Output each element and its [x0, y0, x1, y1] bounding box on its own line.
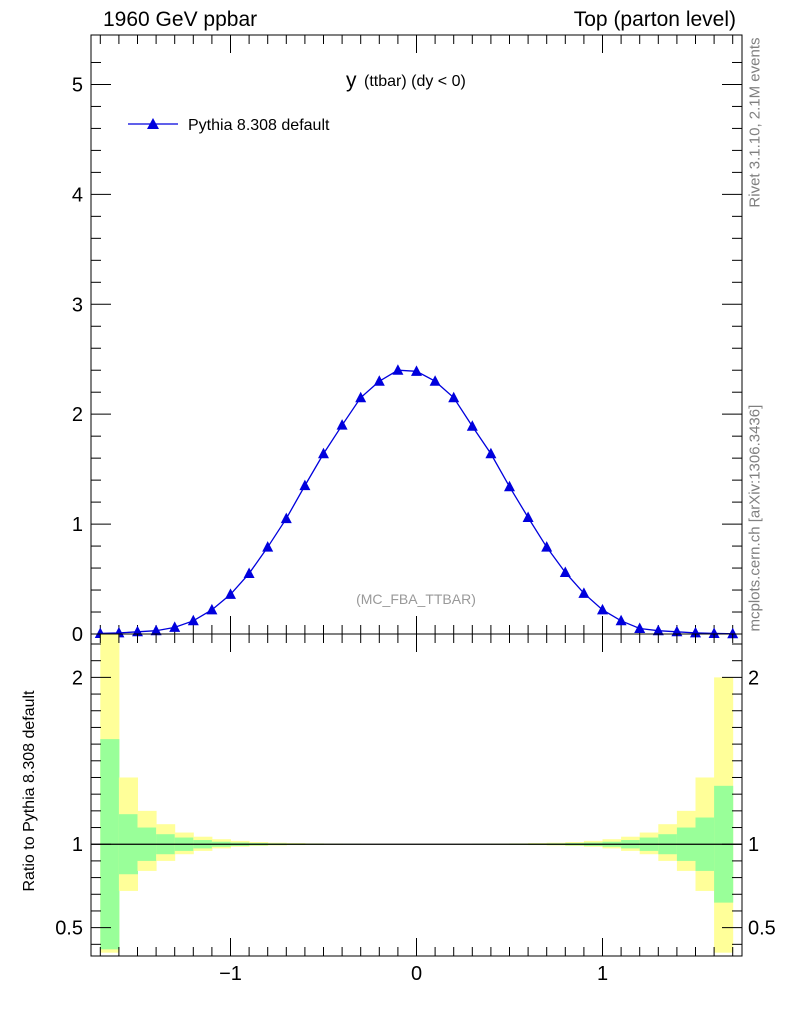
- legend-marker: [147, 118, 159, 129]
- data-point: [392, 364, 404, 375]
- main-y-tick-label: 3: [72, 294, 83, 316]
- data-point: [355, 391, 367, 403]
- ratio-axes-box: [90, 633, 743, 957]
- data-point: [429, 375, 441, 386]
- data-point: [690, 626, 701, 638]
- ratio-y-tick-label: 0.5: [55, 918, 83, 940]
- data-point: [541, 541, 553, 552]
- data-point: [299, 479, 311, 491]
- analysis-tag: (MC_FBA_TTBAR): [356, 591, 476, 607]
- data-point: [187, 614, 199, 626]
- data-point: [206, 603, 218, 615]
- legend-label: Pythia 8.308 default: [188, 117, 330, 134]
- data-point: [448, 391, 460, 403]
- data-point: [280, 512, 292, 524]
- data-point: [373, 375, 385, 386]
- data-point: [522, 511, 534, 522]
- header-left: 1960 GeV ppbar: [103, 8, 258, 31]
- ratio-y-tick-label-right: 1: [748, 834, 759, 856]
- data-point: [243, 567, 255, 579]
- ratio-x-tick-label: 1: [597, 963, 608, 985]
- ratio-y-tick-label-right: 0.5: [748, 918, 776, 940]
- ratio-y-tick-label: 2: [72, 667, 83, 689]
- ratio-x-tick-label: 0: [411, 963, 422, 985]
- data-point: [169, 621, 181, 632]
- data-point: [652, 624, 664, 636]
- main-y-tick-label: 2: [72, 404, 83, 426]
- data-point: [485, 447, 497, 459]
- data-point: [597, 603, 608, 615]
- data-point: [225, 588, 236, 599]
- data-point: [262, 541, 274, 552]
- ratio-plot-frame: 0.5 0.5 1 1 2 2 −1 0 1: [55, 633, 776, 985]
- plot-title-main: y: [346, 69, 357, 92]
- ratio-y-tick-label: 1: [72, 834, 83, 856]
- data-point: [708, 627, 720, 638]
- data-point: [578, 587, 590, 598]
- main-y-tick-label: 1: [72, 514, 83, 536]
- data-point: [615, 614, 627, 626]
- data-point: [634, 622, 646, 634]
- data-point: [504, 480, 515, 492]
- main-y-tick-label: 5: [72, 74, 83, 96]
- data-point: [336, 419, 348, 430]
- data-point: [150, 624, 162, 636]
- plot-title-sub: (ttbar) (dy < 0): [364, 73, 466, 90]
- data-point: [727, 627, 739, 639]
- ratio-bands-layer: [91, 634, 742, 953]
- main-y-tick-label: 4: [72, 184, 83, 206]
- header-right: Top (parton level): [573, 8, 736, 31]
- data-point: [559, 566, 571, 577]
- data-point: [411, 365, 422, 376]
- data-point: [466, 420, 478, 431]
- ratio-x-tick-label: −1: [219, 963, 242, 985]
- main-plot-frame: 0 1 2 3 4 5: [72, 34, 743, 646]
- main-y-tick-label: 0: [72, 624, 83, 646]
- ratio-y-tick-label-right: 2: [748, 667, 759, 689]
- data-point: [318, 447, 329, 459]
- legend: Pythia 8.308 default: [128, 117, 330, 134]
